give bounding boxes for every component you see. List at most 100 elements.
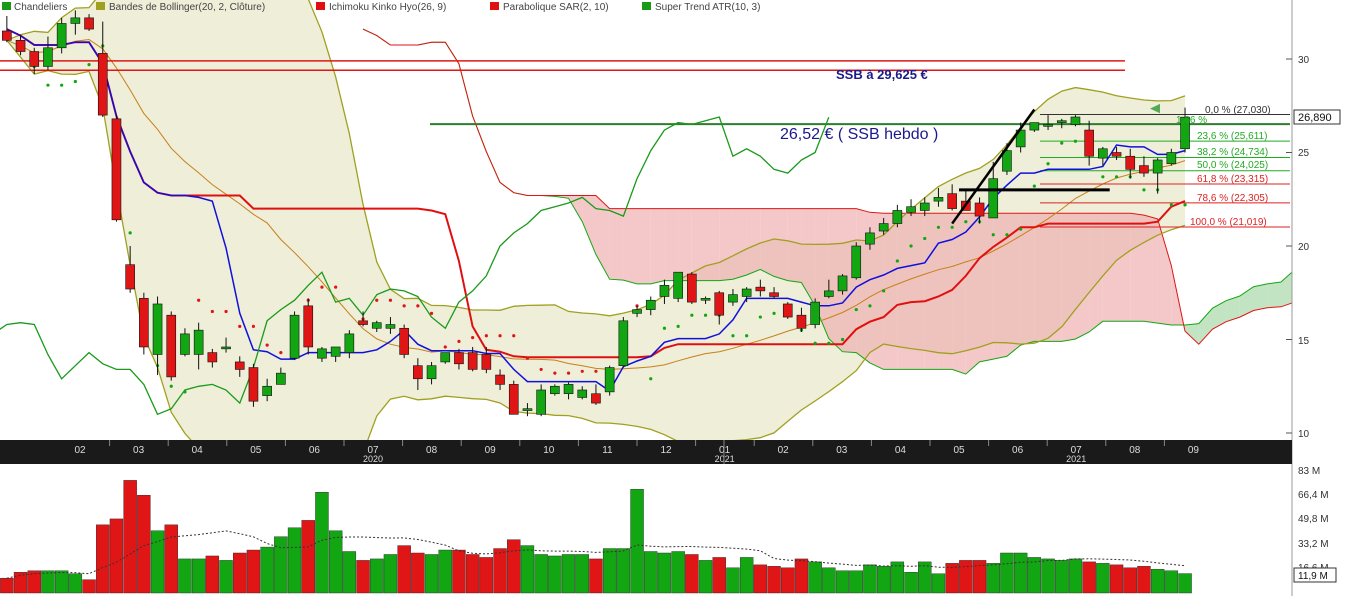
- volume-bar: [123, 480, 137, 594]
- volume-bar: [178, 558, 192, 594]
- candle-body: [700, 298, 711, 301]
- volume-bar: [411, 552, 425, 594]
- candle: [152, 296, 163, 376]
- sar-dot: [128, 231, 132, 235]
- candle: [796, 307, 807, 333]
- candle-body: [276, 372, 286, 385]
- sar-dot: [854, 307, 858, 312]
- candle: [276, 367, 286, 385]
- time-axis-label: 07: [367, 445, 379, 456]
- candle: [1139, 156, 1149, 177]
- sar-dot: [279, 350, 283, 355]
- candle-body: [659, 284, 670, 297]
- candle: [769, 287, 779, 299]
- candle-body: [1070, 116, 1081, 125]
- candle-body: [536, 389, 546, 415]
- time-axis-label: 06: [309, 445, 321, 456]
- kumo-cloud-segment: [678, 208, 692, 281]
- candle: [70, 10, 81, 35]
- kumo-cloud-segment: [1130, 213, 1144, 322]
- candle: [741, 287, 752, 303]
- kumo-cloud-segment: [746, 208, 761, 275]
- candle-body: [741, 288, 752, 297]
- volume-bar: [13, 572, 28, 594]
- candle: [700, 296, 711, 304]
- candle: [1180, 107, 1190, 153]
- volume-bar: [794, 558, 809, 594]
- candle-body: [728, 294, 738, 303]
- sar-dot: [649, 377, 653, 381]
- volume-bar: [137, 494, 151, 594]
- volume-bar: [342, 551, 357, 594]
- kumo-cloud-segment: [1075, 213, 1090, 339]
- sar-dot: [936, 225, 941, 229]
- sar-dot: [868, 304, 872, 308]
- candle-body: [878, 223, 889, 232]
- volume-bar: [479, 557, 494, 594]
- time-axis-label: 08: [426, 445, 438, 456]
- volume-bar: [822, 567, 836, 594]
- candle-body: [2, 30, 12, 41]
- kumo-cloud-segment: [691, 208, 706, 281]
- sar-dot: [745, 334, 749, 338]
- kumo-cloud-segment: [595, 195, 610, 280]
- volume-bar: [68, 573, 83, 594]
- volume-bar: [863, 564, 877, 594]
- candle-body: [43, 47, 53, 67]
- sar-dot: [320, 285, 324, 289]
- candle-body: [289, 314, 300, 359]
- candle: [399, 324, 409, 359]
- time-axis-label: 03: [836, 445, 848, 456]
- kumo-cloud-segment: [842, 208, 857, 353]
- candle: [687, 272, 697, 304]
- sar-dot: [991, 233, 995, 237]
- volume-bar: [548, 555, 562, 594]
- sar-dot: [1142, 188, 1146, 192]
- candle-body: [618, 320, 629, 366]
- sar-dot: [594, 369, 598, 373]
- sar-dot: [210, 309, 214, 314]
- volume-bar: [219, 560, 233, 594]
- kumo-cloud-segment: [801, 208, 816, 306]
- sar-dot: [964, 220, 968, 224]
- candle: [824, 279, 834, 299]
- volume-bar: [1150, 569, 1165, 594]
- candle: [193, 322, 204, 370]
- candle: [467, 346, 478, 372]
- candle-body: [193, 329, 204, 355]
- sar-dot: [224, 309, 228, 314]
- candle: [878, 217, 889, 235]
- time-axis-band: [0, 440, 1292, 464]
- candle-body: [358, 320, 368, 325]
- sar-dot: [580, 369, 584, 373]
- candle-body: [604, 367, 615, 393]
- volume-bar: [301, 520, 315, 594]
- volume-bar: [150, 530, 165, 594]
- candle-body: [988, 178, 999, 219]
- candle: [892, 204, 903, 228]
- kumo-cloud-segment: [897, 213, 911, 370]
- candle-body: [974, 202, 985, 217]
- candle: [29, 47, 40, 74]
- candle: [563, 382, 574, 400]
- candle-body: [919, 202, 930, 211]
- trendline: [951, 108, 1036, 225]
- sar-dot: [402, 304, 406, 308]
- kumo-cloud-segment: [979, 213, 994, 362]
- volume-bar: [0, 577, 14, 594]
- volume-bar: [465, 554, 480, 594]
- time-axis-label: 07: [1071, 445, 1083, 456]
- sar-dot: [1169, 203, 1173, 207]
- candle-body: [1002, 150, 1012, 172]
- volume-bar: [918, 561, 932, 594]
- candle-body: [837, 275, 848, 292]
- kumo-cloud-segment: [1226, 296, 1240, 322]
- sar-dot: [197, 298, 201, 302]
- volume-bar: [96, 524, 110, 594]
- sar-dot: [1073, 139, 1078, 143]
- candle: [1125, 148, 1136, 179]
- sar-dot: [690, 313, 694, 317]
- candle: [933, 188, 944, 207]
- candle: [1111, 146, 1122, 160]
- kumo-cloud-segment: [760, 208, 774, 277]
